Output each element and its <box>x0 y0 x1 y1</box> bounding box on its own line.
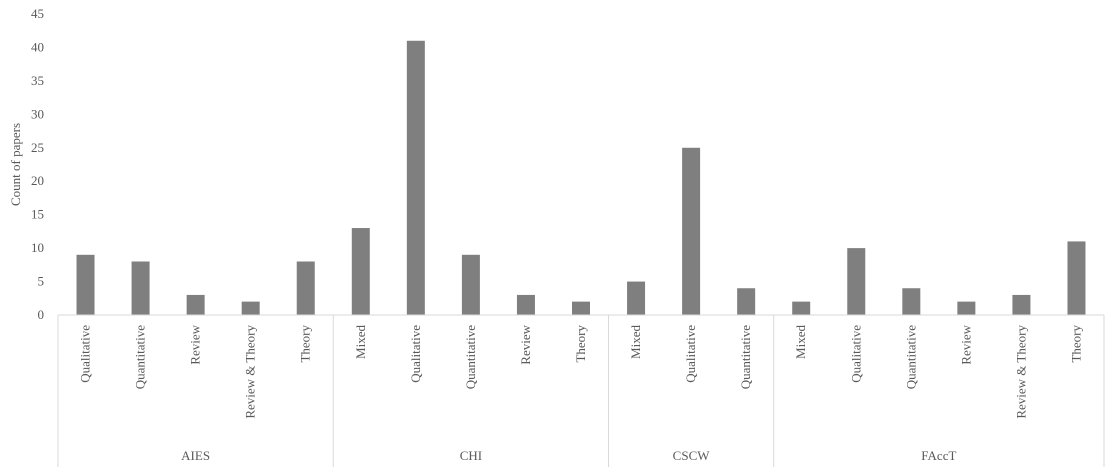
bars <box>76 40 1086 315</box>
y-axis-title: Count of papers <box>8 123 23 206</box>
category-label: Theory <box>1068 325 1083 363</box>
y-tick-label: 5 <box>38 274 45 289</box>
category-label: Review & Theory <box>1013 325 1028 419</box>
category-labels: Qualitative Quantitative Review Review & Th… <box>78 324 1084 418</box>
bar <box>76 254 95 315</box>
bar <box>351 228 370 315</box>
category-label: Theory <box>573 325 588 363</box>
category-label: Quantitative <box>133 325 148 389</box>
y-tick-label: 20 <box>31 173 44 188</box>
bar <box>792 301 811 315</box>
bar <box>461 254 480 315</box>
bar <box>1012 294 1031 315</box>
category-label: Review <box>518 324 533 364</box>
group-label: FAccT <box>921 448 956 463</box>
bar <box>1067 241 1086 315</box>
category-label: Qualitative <box>848 325 863 383</box>
bar <box>682 147 701 315</box>
category-label: Theory <box>298 325 313 363</box>
bar <box>406 40 425 315</box>
category-label: Quantitative <box>463 325 478 389</box>
y-tick-label: 40 <box>31 39 44 54</box>
category-label: Review & Theory <box>243 325 258 419</box>
y-tick-label: 25 <box>31 140 44 155</box>
bar <box>902 288 921 315</box>
group-labels: AIES CHI CSCW FAccT <box>181 448 956 463</box>
axes <box>57 314 1105 467</box>
category-label: Quantitative <box>738 325 753 389</box>
y-tick-label: 35 <box>31 73 44 88</box>
category-label: Qualitative <box>408 325 423 383</box>
category-label: Mixed <box>628 325 643 359</box>
bar <box>241 301 260 315</box>
category-label: Quantitative <box>903 325 918 389</box>
bar <box>957 301 976 315</box>
group-label: CHI <box>460 448 482 463</box>
y-tick-label: 45 <box>31 6 44 21</box>
bar <box>847 248 866 315</box>
bar <box>737 288 756 315</box>
category-label: Mixed <box>793 325 808 359</box>
y-tick-label: 30 <box>31 106 44 121</box>
category-label: Review <box>188 324 203 364</box>
y-tick-label: 15 <box>31 207 44 222</box>
group-label: CSCW <box>673 448 711 463</box>
bar <box>131 261 150 315</box>
category-label: Qualitative <box>683 325 698 383</box>
bar <box>572 301 590 315</box>
group-label: AIES <box>181 448 210 463</box>
category-label: Qualitative <box>78 325 93 383</box>
bar <box>516 294 535 315</box>
bar <box>296 261 315 315</box>
bar <box>186 294 205 315</box>
bar <box>627 281 646 315</box>
category-label: Review <box>958 324 973 364</box>
y-tick-label: 10 <box>31 240 44 255</box>
y-tick-label: 0 <box>38 307 45 322</box>
category-label: Mixed <box>353 325 368 359</box>
y-axis-ticks: 0 5 10 15 20 25 30 35 40 45 <box>31 6 44 322</box>
